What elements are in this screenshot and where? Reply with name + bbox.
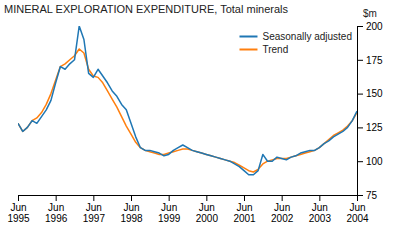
y-tick-label: 75: [366, 190, 378, 201]
y-axis-title: $m: [363, 8, 377, 19]
x-tick: Jun2001: [233, 195, 256, 224]
x-tick-label: Jun1999: [158, 202, 181, 224]
y-tick: 100: [357, 156, 383, 167]
x-tick: Jun2003: [309, 195, 332, 224]
x-tick-label: Jun1995: [7, 202, 30, 224]
legend: Seasonally adjusted Trend: [239, 31, 352, 55]
y-tick-mark: [357, 127, 363, 128]
title: MINERAL EXPLORATION EXPENDITURE, Total m…: [4, 3, 289, 15]
x-tick: Jun2000: [196, 195, 219, 224]
x-tick: Jun1997: [83, 195, 106, 224]
y-tick-label: 150: [366, 88, 383, 99]
x-tick-mark: [93, 195, 94, 201]
chart: MINERAL EXPLORATION EXPENDITURE, Total m…: [0, 0, 397, 227]
x-tick-mark: [282, 195, 283, 201]
x-tick: Jun1998: [120, 195, 143, 224]
x-tick-label: Jun1996: [45, 202, 68, 224]
x-tick-mark: [244, 195, 245, 201]
lines: [18, 26, 357, 175]
x-tick-label: Jun1997: [83, 202, 106, 224]
y-tick-label: 100: [366, 156, 383, 167]
y-tick: 200: [357, 21, 383, 32]
x-tick-mark: [206, 195, 207, 201]
x-tick-label: Jun2000: [196, 202, 219, 224]
line-series: [18, 49, 357, 172]
x-tick-label: Jun2001: [233, 202, 256, 224]
x-tick-label: Jun1998: [120, 202, 143, 224]
y-axis: 75 100 125 150 175 200: [357, 21, 383, 201]
x-tick-label: Jun2002: [271, 202, 294, 224]
x-tick-mark: [56, 195, 57, 201]
x-tick-mark: [18, 195, 19, 201]
y-tick-mark: [357, 60, 363, 61]
plot-area: Jun1995 Jun1996 Jun1997 Jun1998 Jun1999 Jun20…: [7, 21, 383, 224]
legend-swatch: [239, 36, 257, 38]
legend-swatch: [239, 49, 257, 51]
y-tick-mark: [357, 195, 363, 196]
x-tick: Jun2002: [271, 195, 294, 224]
legend-item: Seasonally adjusted: [239, 31, 352, 42]
y-tick-mark: [357, 26, 363, 27]
x-tick-mark: [169, 195, 170, 201]
x-axis: Jun1995 Jun1996 Jun1997 Jun1998 Jun1999 Jun20…: [7, 195, 369, 224]
y-tick-label: 200: [366, 21, 383, 32]
y-tick: 75: [357, 190, 378, 201]
x-axis-line: [19, 196, 358, 202]
y-tick-label: 175: [366, 55, 383, 66]
line-series: [18, 26, 357, 175]
x-tick: Jun1996: [45, 195, 68, 224]
y-tick: 125: [357, 122, 383, 133]
x-tick-label: Jun2004: [346, 202, 369, 224]
y-tick-mark: [357, 94, 363, 95]
x-tick: Jun1999: [158, 195, 181, 224]
y-tick: 150: [357, 88, 383, 99]
y-tick-mark: [357, 161, 363, 162]
legend-label: Seasonally adjusted: [262, 31, 352, 42]
y-tick-label: 125: [366, 122, 383, 133]
x-tick-mark: [319, 195, 320, 201]
legend-item: Trend: [239, 44, 288, 55]
legend-label: Trend: [262, 44, 288, 55]
x-tick: Jun1995: [7, 195, 30, 224]
y-axis-line: [358, 27, 364, 196]
x-tick-label: Jun2003: [309, 202, 332, 224]
y-tick: 175: [357, 55, 383, 66]
x-tick-mark: [131, 195, 132, 201]
